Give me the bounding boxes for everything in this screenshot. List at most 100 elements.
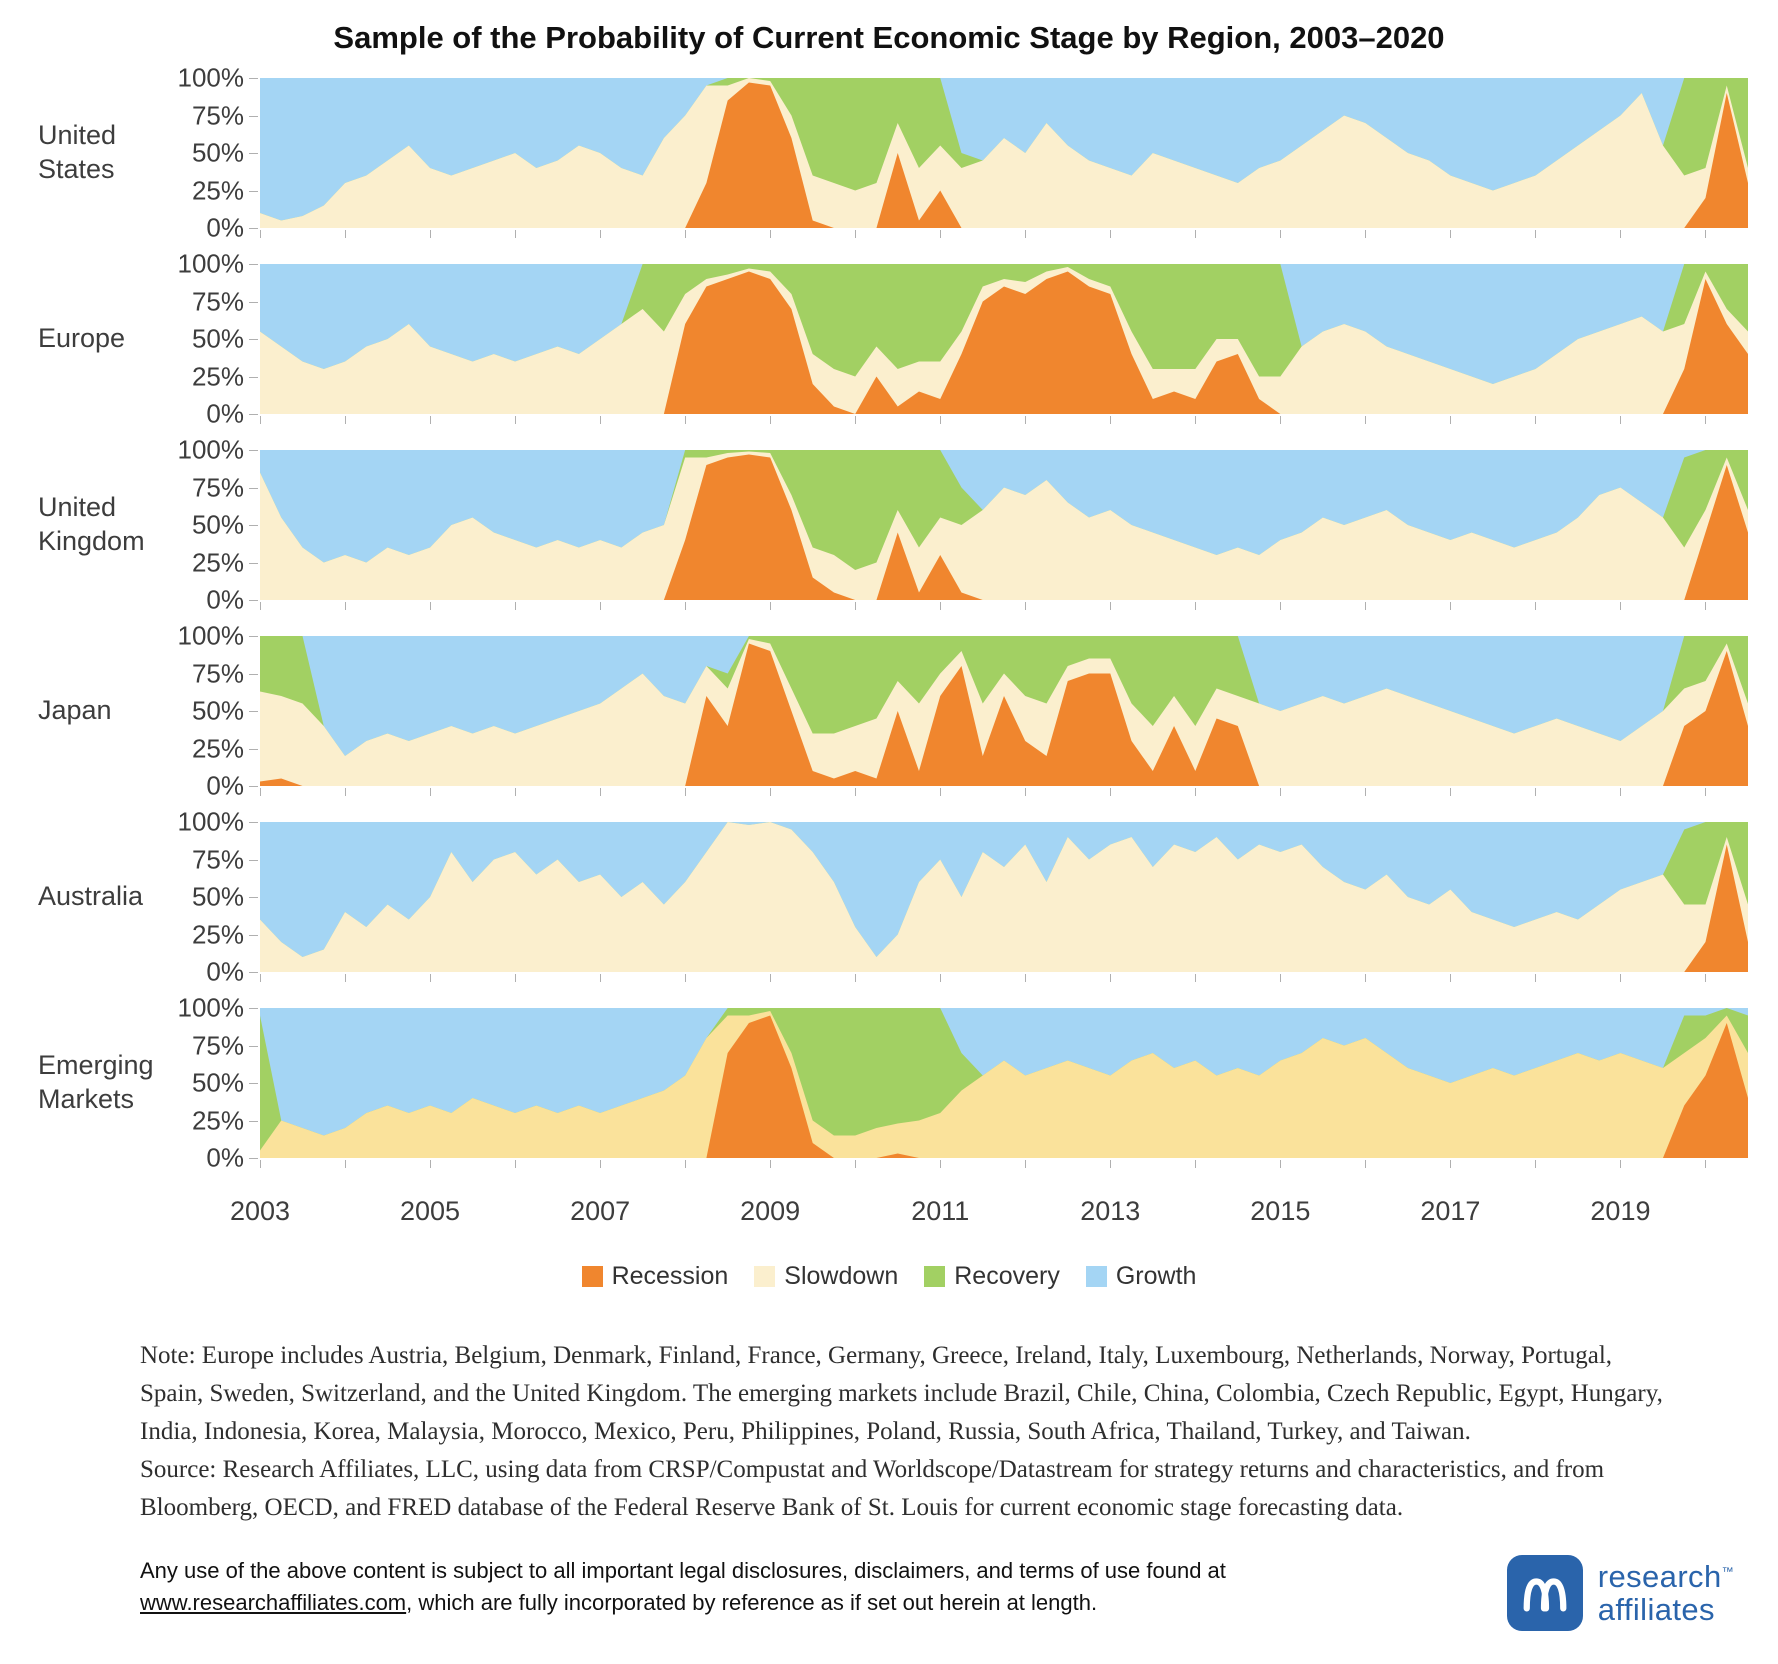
y-axis-tick-mark (249, 711, 258, 712)
legal-link[interactable]: www.researchaffiliates.com (140, 1589, 407, 1615)
y-axis-tick-label: 50% (191, 323, 244, 354)
y-axis-tick-mark (249, 1045, 258, 1047)
x-axis-tick-mark (1195, 602, 1197, 610)
y-axis-tick-label: 0% (206, 212, 244, 243)
logo-text: research™ affiliates (1598, 1559, 1734, 1626)
x-axis-tick-mark (260, 788, 261, 796)
x-axis-tick-mark (1110, 602, 1112, 610)
y-axis-tick-mark (249, 972, 258, 973)
y-axis-tick-label: 50% (191, 1067, 244, 1098)
stacked-area-plot (260, 78, 1748, 238)
x-axis-tick-mark (1025, 416, 1027, 424)
y-axis-tick-mark (249, 78, 258, 79)
legend-label: Recession (611, 1262, 729, 1290)
x-axis-tick-mark (260, 416, 261, 424)
x-axis-tick-mark (1705, 416, 1707, 424)
chart-row: Europe 100% 75% 50% 25% 0% (0, 249, 1778, 429)
x-axis-tick-mark (1620, 416, 1622, 424)
y-axis-tick-mark (249, 1008, 258, 1009)
legend-swatch-growth (1085, 1266, 1107, 1287)
x-axis-tick-mark (940, 788, 942, 796)
y-axis-tick-mark (249, 897, 258, 898)
y-axis-tick-label: 50% (191, 509, 244, 540)
x-axis-tick-mark (1620, 1160, 1622, 1168)
x-axis-tick-label: 2017 (1420, 1196, 1481, 1226)
y-axis-tick-mark (249, 1120, 258, 1122)
x-axis-tick-mark (1025, 788, 1027, 796)
trademark-symbol: ™ (1721, 1564, 1734, 1579)
x-axis-tick-mark (600, 1160, 602, 1168)
x-axis-tick-mark (685, 416, 687, 424)
x-axis-tick-mark (1705, 230, 1707, 238)
y-axis-tick-mark (249, 487, 258, 489)
x-axis-tick-mark (600, 230, 602, 238)
x-axis-tick-mark (770, 1160, 772, 1168)
y-axis: 100% 75% 50% 25% 0% (160, 807, 260, 987)
chart-row: Japan 100% 75% 50% 25% 0% (0, 621, 1778, 801)
x-axis-tick-mark (940, 230, 942, 238)
y-axis-tick-label: 50% (191, 881, 244, 912)
x-axis-tick-mark (430, 602, 432, 610)
y-axis-tick-mark (249, 786, 258, 787)
x-axis-tick-mark (1450, 974, 1452, 982)
y-axis-tick-label: 25% (191, 1105, 244, 1135)
x-axis-tick-mark (260, 1160, 261, 1168)
x-axis-tick-mark (770, 230, 772, 238)
x-axis-tick-mark (1280, 974, 1282, 982)
x-axis-tick-mark (1620, 230, 1622, 238)
x-axis-tick-mark (1365, 416, 1367, 424)
legal-text-suffix: , which are fully incorporated by refere… (406, 1589, 1098, 1615)
y-axis-tick-label: 100% (177, 992, 245, 1023)
y-axis-tick-mark (249, 525, 258, 526)
x-axis-tick-mark (1535, 788, 1537, 796)
legend-swatch-slowdown (754, 1266, 776, 1287)
y-axis-tick-mark (249, 1158, 258, 1159)
x-axis-tick-mark (1620, 602, 1622, 610)
x-axis-tick-mark (1195, 1160, 1197, 1168)
y-axis: 100% 75% 50% 25% 0% (160, 993, 260, 1173)
x-axis-tick-mark (770, 416, 772, 424)
x-axis-tick-mark (770, 974, 772, 982)
y-axis-tick-mark (249, 339, 258, 340)
x-axis-tick-mark (855, 416, 857, 424)
x-axis-tick-mark (855, 1160, 857, 1168)
y-axis-tick-label: 0% (206, 1142, 244, 1173)
x-axis-tick-mark (685, 230, 687, 238)
y-axis-tick-label: 75% (191, 286, 244, 316)
y-axis-tick-mark (249, 264, 258, 265)
y-axis-tick-label: 50% (191, 137, 244, 168)
notes-section: Note: Europe includes Austria, Belgium, … (140, 1337, 1678, 1527)
x-axis-tick-mark (1195, 230, 1197, 238)
legal-text-prefix: Any use of the above content is subject … (140, 1558, 1226, 1583)
chart-row: United States 100% 75% 50% 25% 0% (0, 63, 1778, 243)
x-axis-tick-mark (600, 416, 602, 424)
y-axis-tick-mark (249, 562, 258, 564)
x-axis-tick-mark (1110, 1160, 1112, 1168)
x-axis-tick-mark (1535, 1160, 1537, 1168)
x-axis-tick-mark (685, 974, 687, 982)
y-axis: 100% 75% 50% 25% 0% (160, 249, 260, 429)
x-axis-tick-mark (1705, 788, 1707, 796)
y-axis-tick-mark (249, 376, 258, 378)
footer: Any use of the above content is subject … (140, 1555, 1734, 1631)
legend: Recession Slowdown Recovery Growth (0, 1262, 1778, 1291)
x-axis-tick-mark (1365, 230, 1367, 238)
x-axis-tick-mark (515, 974, 517, 982)
x-axis-tick-mark (1705, 974, 1707, 982)
legend-item-recession: Recession (581, 1262, 729, 1291)
legal-text: Any use of the above content is subject … (140, 1555, 1300, 1619)
chart-title: Sample of the Probability of Current Eco… (333, 20, 1445, 55)
source-text: Source: Research Affiliates, LLC, using … (140, 1456, 1605, 1521)
y-axis-tick-mark (249, 414, 258, 415)
stacked-area-plot (260, 1008, 1748, 1168)
y-axis-tick-label: 0% (206, 398, 244, 429)
x-axis-tick-mark (1365, 788, 1367, 796)
y-axis-tick-mark (249, 748, 258, 750)
ra-logo-icon (1506, 1555, 1583, 1631)
x-axis-tick-mark (1280, 1160, 1282, 1168)
y-axis-tick-mark (249, 600, 258, 601)
x-axis-tick-mark (600, 974, 602, 982)
x-axis-tick-mark (770, 602, 772, 610)
legend-item-slowdown: Slowdown (754, 1262, 898, 1291)
chart-row: Emerging Markets 100% 75% 50% 25% 0% (0, 993, 1778, 1173)
